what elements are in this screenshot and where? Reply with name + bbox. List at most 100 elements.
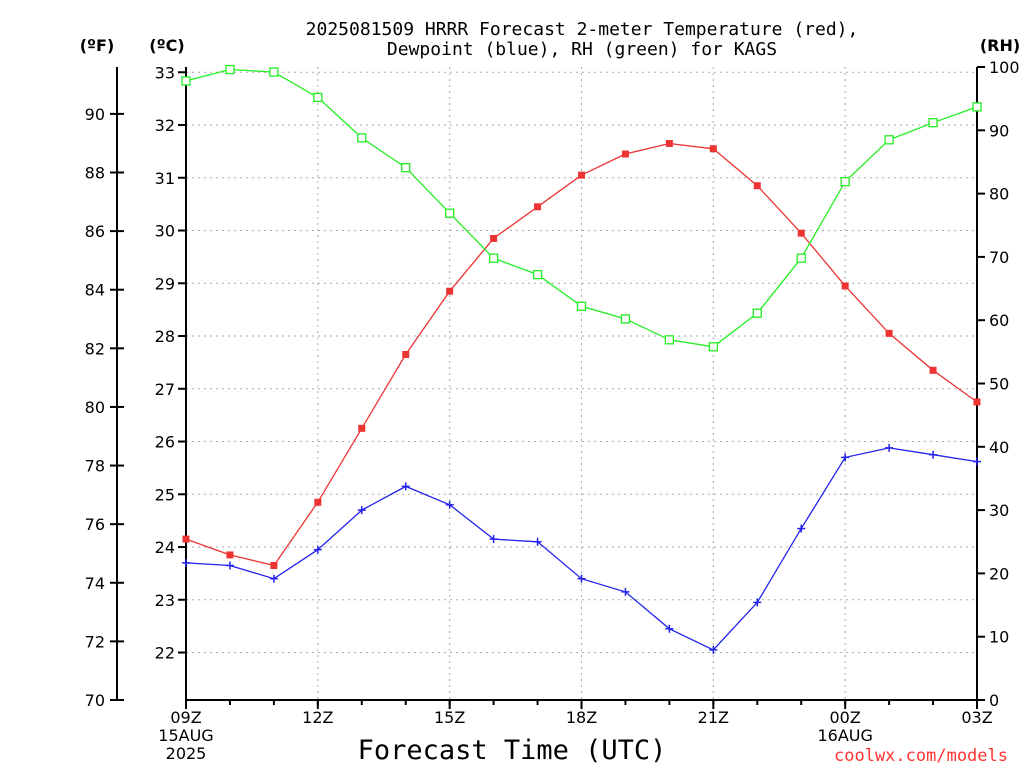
fahrenheit-tick-label: 84 [85, 281, 105, 300]
fahrenheit-tick-label: 86 [85, 222, 105, 241]
fahrenheit-tick-label: 76 [85, 515, 105, 534]
temperature-point [709, 145, 717, 153]
rh-point [445, 208, 455, 218]
celsius-tick-label: 31 [155, 169, 175, 188]
dewpoint-point [709, 645, 718, 654]
chart-title-line-1: 2025081509 HRRR Forecast 2-meter Tempera… [306, 19, 859, 40]
celsius-tick-label: 29 [155, 274, 175, 293]
rh-tick-label: 100 [989, 58, 1020, 77]
rh-point [181, 76, 191, 86]
temperature-point [578, 171, 585, 179]
fahrenheit-tick-label: 88 [85, 164, 105, 183]
rh-point [708, 342, 718, 352]
chart-title-line-2: Dewpoint (blue), RH (green) for KAGS [387, 39, 777, 60]
x-tick-label: 03Z [961, 708, 992, 727]
rh-tick-label: 20 [989, 564, 1009, 583]
fahrenheit-tick-label: 70 [85, 691, 105, 710]
dewpoint-point [665, 624, 674, 633]
rh-point [884, 135, 894, 145]
fahrenheit-tick-label: 78 [85, 457, 105, 476]
temperature-point [797, 229, 805, 237]
rh-tick-label: 10 [989, 628, 1009, 647]
dewpoint-point [841, 453, 850, 462]
rh-point [840, 176, 850, 187]
dewpoint-point [225, 561, 234, 570]
x-axis-label: Forecast Time (UTC) [358, 735, 667, 766]
dewpoint-point [885, 443, 894, 452]
rh-point [225, 64, 235, 75]
celsius-tick-label: 26 [155, 433, 175, 452]
dewpoint-point [269, 574, 278, 583]
dewpoint-point [357, 506, 366, 515]
rh-tick-label: 40 [989, 438, 1009, 457]
x-tick-label: 18Z [566, 708, 597, 727]
dewpoint-point [797, 524, 806, 533]
x-tick-label: 15Z [434, 708, 465, 727]
x-tick-label: 21Z [698, 708, 729, 727]
rh-point [357, 133, 367, 143]
tick-labels: 22 23 24 25 26 27 28 29 30 31 32 33 70 72 74 76 78 80 82 84… [85, 58, 1020, 763]
rh-tick-label: 30 [989, 501, 1009, 520]
temperature-point [270, 561, 278, 569]
celsius-tick-label: 22 [155, 644, 175, 663]
celsius-tick-label: 27 [155, 380, 175, 399]
credit-text: coolwx.com/models [834, 746, 1008, 766]
rh-point [401, 162, 411, 173]
rh-point [576, 301, 587, 311]
chart-series [181, 64, 982, 654]
dewpoint-point [401, 482, 410, 491]
fahrenheit-tick-label: 74 [85, 574, 105, 593]
celsius-tick-label: 25 [155, 485, 175, 504]
temperature-point [314, 498, 322, 506]
dewpoint-point [445, 500, 454, 509]
celsius-tick-label: 33 [155, 63, 175, 82]
temperature-point [665, 139, 673, 147]
rh-point [532, 269, 543, 280]
temperature-point [402, 350, 410, 358]
x-tick-label: 16AUG [817, 726, 872, 745]
dewpoint-point [753, 598, 762, 607]
temperature-point [182, 535, 190, 543]
celsius-tick-label: 30 [155, 222, 175, 241]
rh-point [620, 314, 631, 324]
chart-axes [110, 66, 985, 709]
x-tick-label: 2025 [166, 744, 207, 763]
dewpoint-point [577, 574, 586, 583]
rh-tick-label: 80 [989, 185, 1009, 204]
dewpoint-point [313, 545, 322, 554]
dewpoint-point [621, 587, 630, 596]
temperature-point [929, 366, 937, 374]
celsius-tick-label: 23 [155, 591, 175, 610]
dewpoint-point [489, 535, 498, 544]
rh-point [972, 102, 982, 112]
rh-tick-label: 0 [989, 691, 999, 710]
rh-tick-label: 60 [989, 311, 1009, 330]
dewpoint-point [929, 450, 938, 459]
temperature-point [446, 287, 454, 295]
temperature-point [973, 398, 981, 406]
dewpoint-point [182, 558, 190, 567]
rh-point [269, 67, 279, 77]
rh-tick-label: 50 [989, 375, 1009, 394]
celsius-tick-label: 28 [155, 327, 175, 346]
x-tick-label: 00Z [830, 708, 861, 727]
temperature-point [358, 424, 366, 432]
x-tick-label: 15AUG [158, 726, 213, 745]
fahrenheit-tick-label: 90 [85, 105, 105, 124]
rh-point [928, 118, 938, 128]
temperature-point [885, 329, 893, 337]
fahrenheit-unit-label: (ºF) [80, 36, 115, 55]
temperature-point [534, 203, 542, 211]
temperature-point [753, 182, 761, 190]
celsius-tick-label: 32 [155, 116, 175, 135]
dewpoint-point [533, 537, 542, 546]
rh-tick-label: 70 [989, 248, 1009, 267]
rh-tick-label: 90 [989, 121, 1009, 140]
grid-lines [186, 67, 977, 700]
rh-point [752, 308, 762, 318]
celsius-unit-label: (ºC) [149, 36, 184, 55]
temperature-point [490, 234, 498, 242]
dewpoint-point [973, 457, 981, 466]
rh-point [796, 253, 806, 263]
